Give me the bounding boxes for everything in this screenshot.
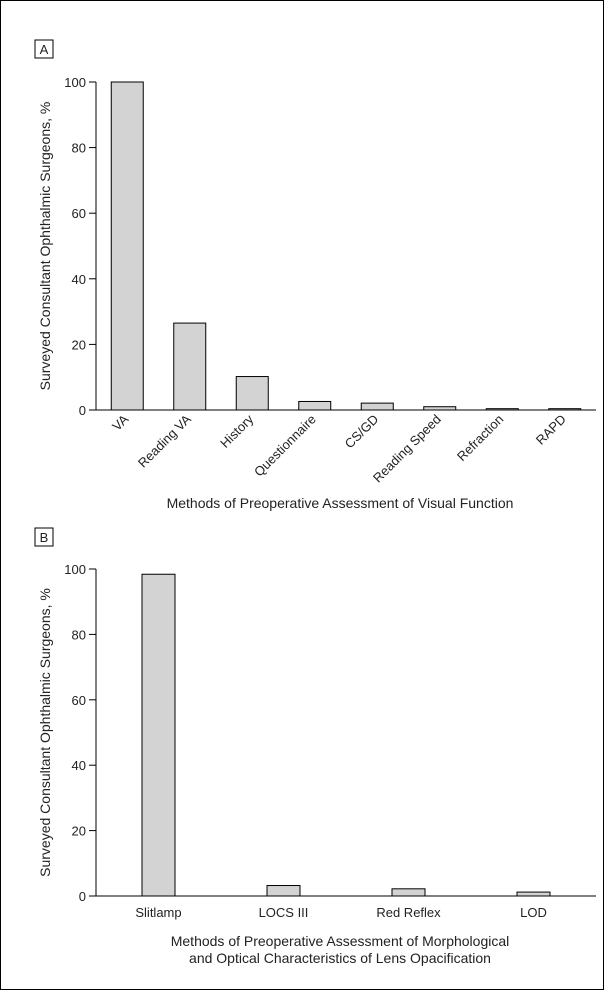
y-tick-label: 40 xyxy=(72,272,86,287)
x-tick-label: LOD xyxy=(520,905,547,920)
x-axis-title-line: Methods of Preoperative Assessment of Mo… xyxy=(171,933,510,949)
y-tick-label: 80 xyxy=(72,141,86,156)
bar xyxy=(360,402,394,411)
y-tick-label: 20 xyxy=(72,337,86,352)
x-tick-label: LOCS III xyxy=(259,905,309,920)
y-tick-label: 60 xyxy=(72,693,86,708)
bar xyxy=(485,408,519,411)
x-tick-label: RAPD xyxy=(533,412,569,448)
x-tick-label: VA xyxy=(109,411,131,433)
x-tick-label: CS/GD xyxy=(342,412,382,452)
x-tick-label: Reading VA xyxy=(135,411,194,470)
panel-letter: A xyxy=(40,42,49,57)
x-tick-label: Refraction xyxy=(454,412,507,465)
x-axis-title: Methods of Preoperative Assessment of Vi… xyxy=(167,495,514,511)
panel-letter-box xyxy=(34,527,54,547)
y-tick-label: 80 xyxy=(72,627,86,642)
y-tick-label: 20 xyxy=(72,824,86,839)
bar xyxy=(298,400,332,411)
bar xyxy=(516,891,551,897)
y-tick-label: 100 xyxy=(64,562,86,577)
panel-letter-box xyxy=(34,39,54,59)
bar xyxy=(391,888,426,897)
bar xyxy=(548,408,582,411)
x-tick-label: Reading Speed xyxy=(370,412,444,486)
y-tick-label: 40 xyxy=(72,758,86,773)
y-tick-label: 100 xyxy=(64,75,86,90)
y-axis-title: Surveyed Consultant Ophthalmic Surgeons,… xyxy=(37,102,53,391)
x-tick-label: Questionnaire xyxy=(251,412,319,480)
chart-panel-b: B 0 20 40 60 80 100 Slitlamp LOCS III Red Reflex L… xyxy=(34,527,596,966)
bar xyxy=(266,885,301,897)
chart-panel-a: A 0 20 40 60 80 100 VA Reading VA HistoryQuestion… xyxy=(34,39,596,511)
y-tick-label: 60 xyxy=(72,206,86,221)
x-tick-label: Slitlamp xyxy=(135,905,181,920)
x-tick-label: Red Reflex xyxy=(376,905,441,920)
bar xyxy=(173,322,207,411)
x-tick-label: History xyxy=(217,411,257,451)
x-axis-title-line: and Optical Characteristics of Lens Opac… xyxy=(189,950,491,966)
y-axis-title: Surveyed Consultant Ophthalmic Surgeons,… xyxy=(37,588,53,877)
y-tick-label: 0 xyxy=(79,403,86,418)
bar xyxy=(423,406,457,411)
bar xyxy=(110,81,144,411)
panel-letter: B xyxy=(40,530,49,545)
bar xyxy=(235,376,269,411)
y-tick-label: 0 xyxy=(79,889,86,904)
bar xyxy=(141,573,176,897)
